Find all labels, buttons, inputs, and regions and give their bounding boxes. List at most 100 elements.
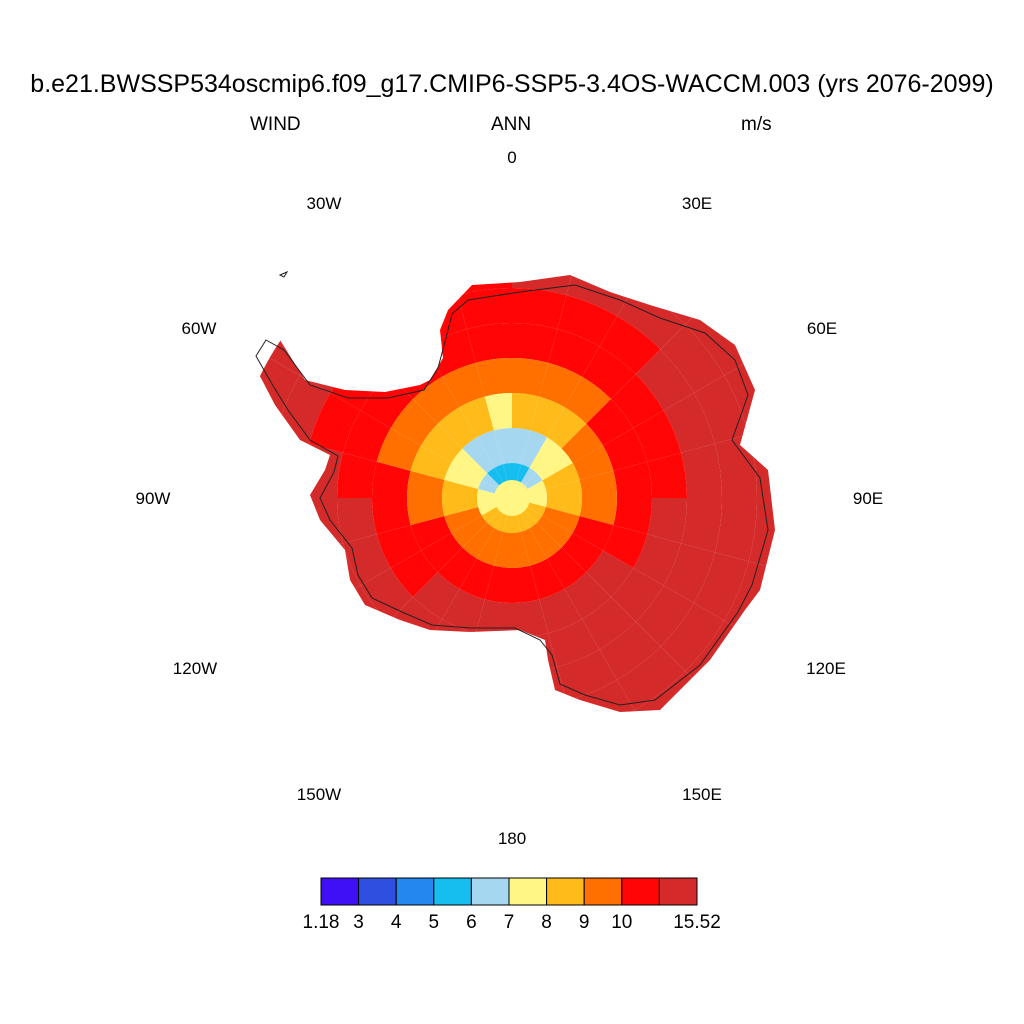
wind-cell: [512, 599, 549, 638]
plot-title: b.e21.BWSSP534oscmip6.f09_g17.CMIP6-SSP5…: [30, 70, 994, 98]
wind-cell: [390, 399, 438, 446]
wind-cell: [440, 218, 512, 261]
wind-cell: [582, 596, 636, 650]
wind-cell: [512, 275, 576, 296]
wind-cell: [475, 358, 512, 397]
wind-cell: [602, 428, 648, 471]
wind-cell: [299, 603, 364, 672]
longitude-label-90w: 90W: [135, 489, 171, 508]
colorbar-tick-label: 15.52: [673, 912, 721, 933]
wind-cell: [337, 498, 377, 544]
wind-cell: [575, 710, 652, 712]
longitude-label-90e: 90E: [852, 489, 884, 508]
wind-cell: [363, 621, 425, 680]
wind-cell: [579, 498, 617, 526]
wind-cell: [613, 461, 652, 498]
wind-cell: [462, 522, 495, 559]
colorbar-swatch: [621, 877, 660, 906]
wind-cell: [309, 393, 361, 453]
wind-cell: [572, 445, 614, 480]
wind-cell: [610, 374, 664, 428]
colorbar-tick-label: 5: [428, 912, 440, 933]
wind-cell: [529, 522, 562, 559]
colorbar-tick-label: 3: [353, 912, 364, 933]
wind-cell: [342, 410, 391, 462]
wind-cell: [610, 568, 664, 622]
longitude-label-60e: 60E: [806, 319, 838, 338]
wind-cell: [440, 735, 512, 778]
wind-cell: [442, 479, 479, 498]
wind-cell: [437, 407, 477, 449]
wind-cell: [536, 515, 573, 548]
wind-cell: [599, 316, 661, 375]
colorbar-tick-label: 7: [503, 912, 515, 933]
wind-cell: [548, 328, 600, 377]
wind-cell: [269, 620, 339, 696]
wind-cell: [466, 323, 512, 363]
wind-cell: [542, 463, 580, 489]
colorbar: [320, 877, 698, 906]
wind-cell: [512, 218, 584, 261]
wind-cell: [599, 621, 661, 680]
wind-cell: [494, 480, 530, 516]
wind-cell: [582, 346, 636, 400]
colorbar-swatch: [583, 877, 623, 906]
colorbar-swatch: [395, 877, 435, 906]
wind-cell: [512, 735, 584, 778]
wind-cell: [451, 515, 488, 548]
wind-cell: [407, 470, 445, 498]
wind-cell: [512, 323, 558, 363]
wind-cell: [529, 437, 562, 474]
longitude-label-150e: 150E: [682, 785, 722, 804]
wind-cell: [693, 552, 749, 621]
colorbar-tick-label: 9: [578, 912, 590, 933]
wind-cell: [748, 498, 775, 571]
wind-cell: [681, 443, 722, 498]
colorbar-swatch: [470, 877, 510, 906]
wind-cell: [342, 534, 391, 586]
coastline: [255, 284, 769, 706]
wind-cell: [633, 534, 682, 586]
longitude-label-30w: 30W: [306, 194, 342, 213]
colorbar-swatch: [546, 877, 585, 906]
wind-cell: [539, 588, 582, 634]
season-label: ANN: [491, 114, 532, 135]
wind-cell: [547, 407, 587, 449]
wind-cell: [457, 288, 512, 329]
wind-cell: [512, 700, 576, 712]
wind-cell: [407, 649, 467, 701]
wind-cell: [389, 275, 458, 317]
wind-cell: [635, 585, 694, 647]
wind-cell: [660, 324, 725, 393]
colorbar-tick-label: 8: [541, 912, 552, 933]
wind-cell: [245, 561, 300, 638]
wind-cell: [421, 533, 463, 573]
wind-cell: [338, 285, 407, 350]
wind-cell: [512, 667, 567, 708]
wind-cell: [314, 275, 390, 325]
wind-cell: [410, 445, 452, 480]
wind-cell: [477, 430, 503, 468]
wind-cell: [575, 275, 652, 286]
wind-cell: [459, 396, 494, 438]
wind-cell: [561, 423, 603, 463]
wind-cell: [477, 528, 503, 566]
longitude-label-150w: 150W: [296, 785, 342, 804]
wind-cell: [635, 349, 694, 411]
wind-cell: [442, 362, 485, 408]
wind-cell: [512, 565, 540, 603]
wind-cell: [275, 552, 331, 621]
wind-cell: [512, 288, 567, 329]
colorbar-swatch: [658, 877, 698, 906]
wind-cell: [338, 646, 407, 711]
wind-cell: [413, 572, 460, 620]
wind-cell: [547, 547, 587, 589]
wind-cell: [372, 275, 449, 286]
variable-label: WIND: [250, 114, 301, 135]
wind-cell: [613, 498, 653, 535]
colorbar-tick-label: 1.18: [302, 912, 340, 933]
island-outline: [278, 270, 289, 278]
wind-cell: [267, 434, 310, 498]
wind-cell: [437, 547, 477, 589]
longitude-label-60w: 60W: [181, 319, 217, 338]
